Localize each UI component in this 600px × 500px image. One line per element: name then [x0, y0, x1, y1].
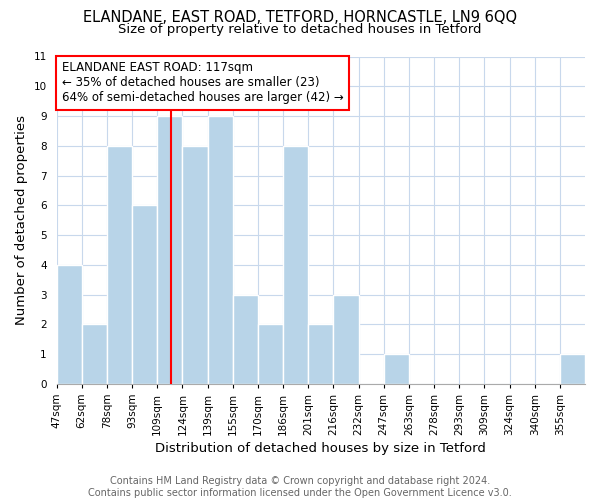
Bar — [56, 265, 82, 384]
Bar — [258, 324, 283, 384]
Text: Contains HM Land Registry data © Crown copyright and database right 2024.
Contai: Contains HM Land Registry data © Crown c… — [88, 476, 512, 498]
X-axis label: Distribution of detached houses by size in Tetford: Distribution of detached houses by size … — [155, 442, 486, 455]
Bar — [157, 116, 182, 384]
Y-axis label: Number of detached properties: Number of detached properties — [15, 115, 28, 325]
Bar — [383, 354, 409, 384]
Text: ELANDANE EAST ROAD: 117sqm
← 35% of detached houses are smaller (23)
64% of semi: ELANDANE EAST ROAD: 117sqm ← 35% of deta… — [62, 62, 344, 104]
Text: Size of property relative to detached houses in Tetford: Size of property relative to detached ho… — [118, 22, 482, 36]
Bar — [82, 324, 107, 384]
Bar — [132, 206, 157, 384]
Bar — [233, 294, 258, 384]
Bar — [208, 116, 233, 384]
Text: ELANDANE, EAST ROAD, TETFORD, HORNCASTLE, LN9 6QQ: ELANDANE, EAST ROAD, TETFORD, HORNCASTLE… — [83, 10, 517, 25]
Bar — [308, 324, 334, 384]
Bar — [283, 146, 308, 384]
Bar — [560, 354, 585, 384]
Bar — [107, 146, 132, 384]
Bar — [334, 294, 359, 384]
Bar — [182, 146, 208, 384]
